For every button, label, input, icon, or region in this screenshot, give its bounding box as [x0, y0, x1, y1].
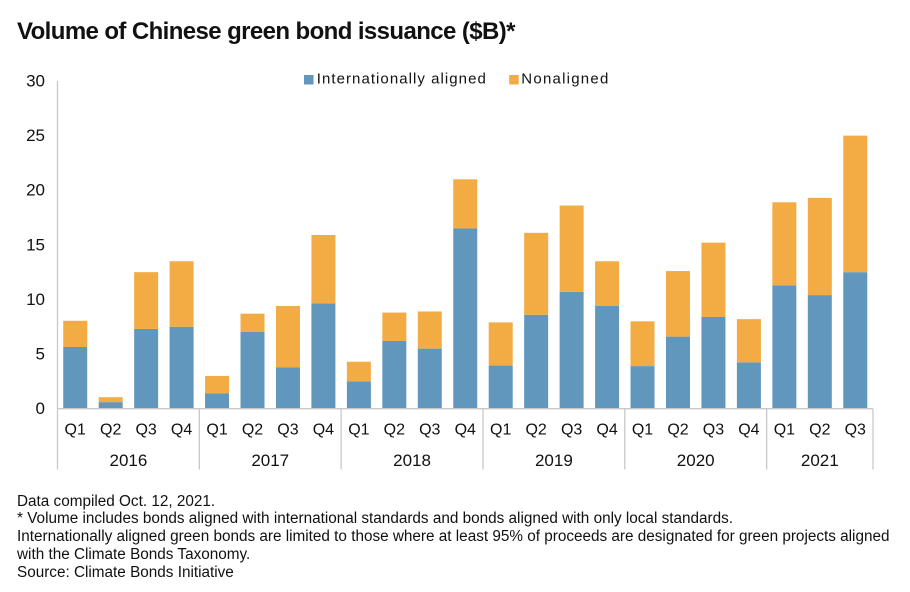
- svg-text:Q4: Q4: [455, 422, 476, 439]
- svg-text:Q1: Q1: [632, 422, 653, 439]
- svg-text:Q4: Q4: [596, 422, 617, 439]
- svg-text:Q2: Q2: [525, 422, 546, 439]
- svg-text:2018: 2018: [393, 451, 431, 470]
- svg-text:Q2: Q2: [809, 422, 830, 439]
- svg-text:2019: 2019: [535, 451, 573, 470]
- svg-text:Q3: Q3: [561, 422, 582, 439]
- svg-text:10: 10: [26, 290, 45, 309]
- svg-text:Q1: Q1: [348, 422, 369, 439]
- svg-text:Nonaligned: Nonaligned: [521, 71, 608, 88]
- svg-text:Q2: Q2: [667, 422, 688, 439]
- svg-text:Q1: Q1: [206, 422, 227, 439]
- svg-text:2020: 2020: [677, 451, 715, 470]
- svg-text:Q1: Q1: [65, 422, 86, 439]
- svg-text:15: 15: [26, 235, 45, 254]
- svg-text:20: 20: [26, 181, 45, 200]
- svg-text:2016: 2016: [109, 451, 147, 470]
- svg-text:2017: 2017: [251, 451, 289, 470]
- svg-text:Q3: Q3: [419, 422, 440, 439]
- svg-text:Q4: Q4: [313, 422, 334, 439]
- svg-text:Q2: Q2: [384, 422, 405, 439]
- svg-text:Q4: Q4: [738, 422, 759, 439]
- svg-text:Q2: Q2: [100, 422, 121, 439]
- svg-text:2021: 2021: [801, 451, 839, 470]
- svg-text:Q3: Q3: [703, 422, 724, 439]
- svg-text:Q3: Q3: [845, 422, 866, 439]
- svg-text:25: 25: [26, 126, 45, 145]
- svg-text:5: 5: [36, 345, 45, 364]
- svg-text:Q3: Q3: [277, 422, 298, 439]
- svg-text:Internationally aligned: Internationally aligned: [317, 71, 486, 88]
- svg-text:30: 30: [26, 72, 45, 91]
- svg-text:Q2: Q2: [242, 422, 263, 439]
- svg-text:0: 0: [36, 399, 45, 418]
- svg-text:Q1: Q1: [490, 422, 511, 439]
- svg-text:Q1: Q1: [774, 422, 795, 439]
- svg-text:Q4: Q4: [171, 422, 192, 439]
- svg-text:Q3: Q3: [135, 422, 156, 439]
